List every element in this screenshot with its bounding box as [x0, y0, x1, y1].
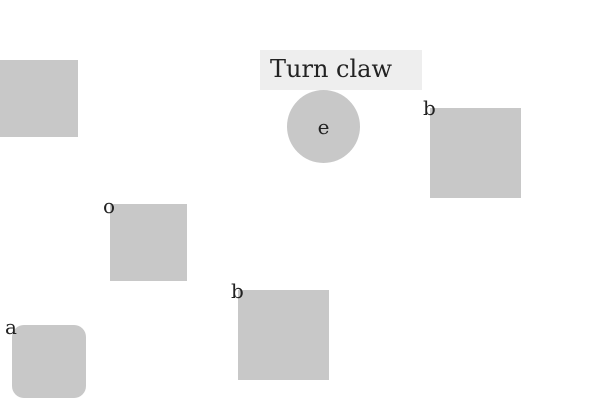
circle-tile-letter: e [317, 114, 330, 139]
tile-label-a: a [5, 315, 17, 339]
tile-label-b-bottom: b [231, 279, 244, 303]
rounded-tile-a[interactable] [12, 325, 86, 398]
square-tile-b-bottom[interactable] [238, 290, 329, 380]
square-tile-left-edge[interactable] [0, 60, 78, 137]
tile-label-b-top: b [423, 96, 436, 120]
square-tile-b-top[interactable] [430, 108, 521, 198]
circle-tile-e[interactable]: e [287, 90, 360, 163]
square-tile-o[interactable] [110, 204, 187, 281]
tile-label-o: o [103, 194, 116, 218]
instruction-banner: Turn claw [260, 50, 422, 90]
